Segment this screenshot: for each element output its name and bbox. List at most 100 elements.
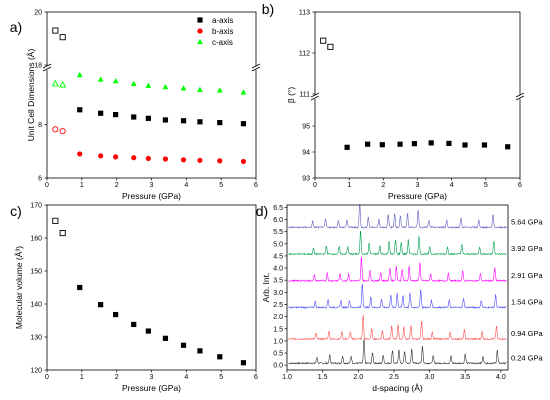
- y-tick-label: 6: [38, 176, 42, 183]
- data-point: [320, 37, 327, 44]
- y-tick-label: 120: [30, 368, 42, 375]
- data-point: [98, 153, 104, 159]
- data-point: [428, 140, 434, 146]
- y-axis-label: β (°): [286, 87, 296, 103]
- x-tick-label: 0: [45, 374, 49, 381]
- pattern-line: [288, 230, 507, 256]
- x-tick-label: 4: [450, 182, 454, 189]
- data-point: [446, 140, 452, 147]
- legend-marker: [197, 38, 203, 45]
- legend-marker: [197, 28, 203, 34]
- x-tick-label: 5: [219, 182, 223, 189]
- axis-break: [42, 63, 52, 69]
- x-tick-label: 2.5: [389, 374, 399, 381]
- data-point: [145, 115, 151, 121]
- y-tick-label: 111: [299, 92, 310, 99]
- x-tick-label: 3: [150, 374, 154, 381]
- pattern-line: [288, 314, 507, 341]
- plot-frame: [314, 11, 521, 179]
- data-point: [240, 360, 247, 366]
- y-tick-label: 3.0: [273, 290, 283, 297]
- data-point: [131, 155, 137, 161]
- data-point: [145, 328, 151, 334]
- x-tick-label: 0: [313, 182, 317, 189]
- series-label: 0.94 GPa: [511, 329, 544, 338]
- x-tick-label: 3: [416, 182, 420, 189]
- x-tick-label: 5: [219, 374, 223, 381]
- break-gap: [314, 95, 316, 99]
- data-point: [98, 110, 104, 116]
- legend-marker: [197, 17, 203, 23]
- y-tick-label: 160: [30, 236, 42, 243]
- break-gap: [46, 66, 48, 70]
- y-tick-label: 95: [302, 124, 310, 131]
- data-point: [180, 157, 187, 163]
- data-point: [52, 217, 59, 224]
- data-point: [51, 79, 60, 87]
- data-point: [112, 78, 119, 84]
- y-tick-label: 93: [302, 176, 310, 183]
- y-tick-label: 0.0: [273, 363, 283, 370]
- y-tick-label: 2.5: [273, 302, 283, 309]
- y-tick-label: 1.0: [273, 338, 283, 345]
- data-point: [240, 121, 247, 127]
- axis-break: [310, 92, 320, 98]
- data-point: [180, 118, 187, 124]
- x-tick-label: 1: [80, 374, 84, 381]
- data-point: [98, 302, 104, 308]
- data-point: [162, 83, 169, 90]
- plot-frame: [286, 204, 509, 371]
- y-tick-label: 112: [299, 51, 310, 58]
- data-point: [131, 114, 137, 120]
- y-tick-label: 170: [30, 203, 42, 210]
- y-tick-label: 6.5: [273, 205, 283, 212]
- x-tick-label: 0: [45, 182, 49, 189]
- data-point: [505, 144, 511, 150]
- pattern-line: [288, 256, 507, 283]
- data-point: [411, 141, 418, 147]
- x-tick-label: 1: [347, 182, 351, 189]
- data-point: [240, 158, 247, 165]
- series-label: 0.24 GPa: [511, 353, 544, 362]
- data-point: [217, 158, 223, 164]
- x-tick-label: 4.0: [496, 374, 506, 381]
- data-point: [162, 156, 169, 162]
- x-tick-label: 1.5: [318, 374, 328, 381]
- y-tick-label: 18: [34, 63, 42, 70]
- data-point: [97, 76, 104, 82]
- x-axis-label: d-spacing (Å): [372, 383, 423, 393]
- data-point: [481, 142, 488, 148]
- data-point: [162, 117, 169, 123]
- y-tick-label: 5.0: [273, 241, 283, 248]
- data-point: [59, 229, 66, 237]
- data-point: [327, 43, 334, 50]
- y-tick-label: 20: [34, 10, 42, 17]
- data-point: [162, 335, 169, 341]
- data-point: [216, 87, 223, 93]
- y-tick-label: 3.5: [273, 278, 283, 285]
- y-tick-label: 6.0: [273, 217, 283, 224]
- x-tick-label: 2.0: [353, 374, 363, 381]
- data-point: [180, 85, 187, 91]
- data-point: [180, 342, 187, 348]
- data-point: [217, 354, 223, 360]
- data-point: [145, 82, 152, 88]
- x-tick-label: 6: [518, 182, 522, 189]
- data-point: [52, 27, 59, 34]
- data-point: [462, 142, 468, 148]
- x-tick-label: 3.5: [460, 374, 470, 381]
- data-point: [113, 311, 119, 318]
- x-tick-label: 3.0: [425, 374, 435, 381]
- y-tick-label: 4.5: [273, 253, 283, 260]
- y-tick-label: 113: [299, 10, 310, 17]
- legend-label: b-axis: [212, 27, 233, 36]
- x-axis-label: Pressure (GPa): [122, 383, 181, 393]
- data-point: [113, 112, 119, 118]
- data-point: [59, 128, 66, 135]
- axis-break: [310, 95, 320, 101]
- panel-label: b): [262, 1, 274, 17]
- y-tick-label: 2.0: [273, 314, 283, 321]
- data-point: [145, 155, 151, 162]
- y-tick-label: 4.0: [273, 266, 283, 273]
